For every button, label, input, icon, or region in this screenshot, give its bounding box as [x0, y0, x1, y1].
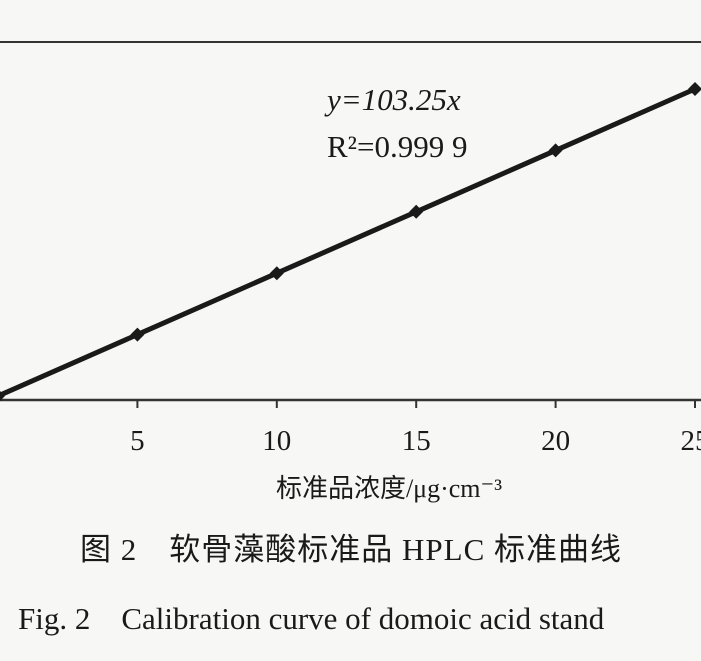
data-point — [409, 204, 424, 219]
calibration-line — [0, 86, 698, 398]
x-tick-label: 10 — [262, 425, 291, 457]
data-point — [130, 327, 145, 342]
data-point — [548, 143, 563, 158]
x-tick-label: 25 — [681, 425, 701, 457]
x-tick-marks — [136, 400, 696, 408]
x-axis-label: 标准品浓度/μg·cm⁻³ — [276, 474, 502, 503]
series-group — [0, 86, 698, 398]
data-point — [688, 82, 701, 96]
x-tick-label: 15 — [402, 425, 431, 457]
x-tick-label: 20 — [541, 425, 570, 457]
equation-label: y=103.25x — [324, 82, 461, 117]
x-tick-label: 5 — [130, 425, 145, 457]
figure-caption-chinese: 图 2 软骨藻酸标准品 HPLC 标准曲线 — [80, 532, 622, 567]
r-squared-label: R²=0.999 9 — [327, 129, 467, 164]
data-point — [269, 266, 284, 281]
data-point — [0, 391, 5, 401]
figure-caption-english: Fig. 2 Calibration curve of domoic acid … — [18, 601, 605, 636]
x-tick-labels: 5 10 15 20 25 — [130, 425, 701, 457]
data-points — [0, 82, 701, 401]
